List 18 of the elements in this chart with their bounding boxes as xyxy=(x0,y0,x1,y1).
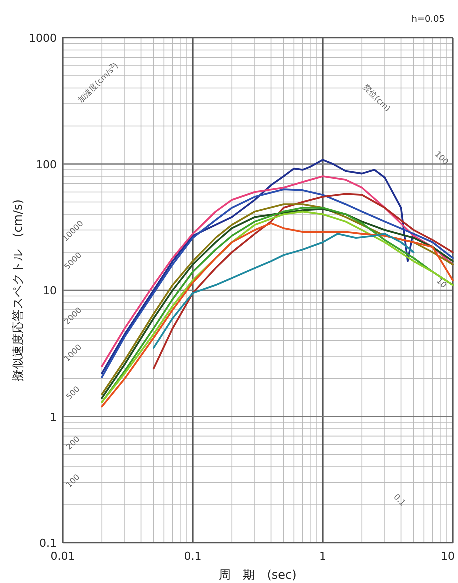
x-axis-title: 周 期 (sec) xyxy=(219,568,297,582)
y-tick-label: 1 xyxy=(50,410,57,424)
x-tick-label: 10 xyxy=(441,550,455,563)
x-tick-label: 1 xyxy=(320,550,326,563)
annotation: 500 xyxy=(64,384,82,402)
x-tick-label: 0.1 xyxy=(184,550,202,563)
y-tick-label: 100 xyxy=(36,158,57,172)
annotation: 100 xyxy=(433,150,450,167)
y-tick-label: 0.1 xyxy=(40,537,57,550)
y-axis-title: 擬似速度応答スペクトル (cm/s) xyxy=(11,200,25,382)
annotation: 10 xyxy=(434,276,449,290)
y-tick-label: 10 xyxy=(43,284,57,298)
y-tick-label: 1000 xyxy=(29,32,57,45)
annotation: 100 xyxy=(64,472,82,490)
annotation: 200 xyxy=(64,434,82,452)
text: h=0.05 xyxy=(412,15,445,25)
x-tick-label: 0.01 xyxy=(50,550,76,563)
annotation: 0.1 xyxy=(392,492,408,508)
